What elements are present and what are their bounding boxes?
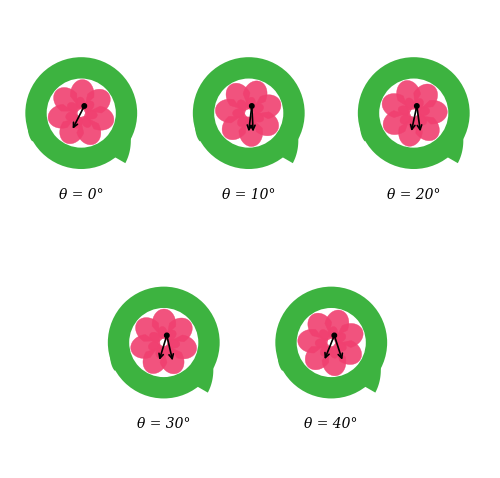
Polygon shape [60,116,91,144]
Circle shape [26,57,137,169]
Polygon shape [239,112,264,146]
Polygon shape [398,114,426,146]
Polygon shape [298,329,331,356]
Polygon shape [222,116,256,140]
Polygon shape [158,318,192,342]
Polygon shape [136,317,160,350]
Polygon shape [308,313,332,348]
Circle shape [82,104,86,108]
Circle shape [296,308,366,377]
Polygon shape [195,85,298,163]
Polygon shape [246,95,281,119]
Circle shape [214,78,284,148]
Circle shape [250,104,254,108]
Circle shape [379,78,448,148]
Polygon shape [150,309,176,343]
Polygon shape [143,345,174,374]
Polygon shape [322,341,346,376]
Circle shape [358,57,470,169]
Polygon shape [405,84,438,110]
Polygon shape [160,339,184,374]
Circle shape [108,287,220,399]
Circle shape [129,308,198,377]
Polygon shape [328,324,363,348]
Polygon shape [77,110,101,145]
Polygon shape [164,330,196,359]
Polygon shape [237,81,267,111]
Polygon shape [278,314,381,392]
Text: θ = 10°: θ = 10° [222,187,276,202]
Polygon shape [48,104,83,129]
Polygon shape [82,101,114,130]
Text: θ = 20°: θ = 20° [387,187,440,202]
Circle shape [276,287,387,399]
Polygon shape [110,314,214,392]
Polygon shape [382,94,412,124]
Polygon shape [360,85,464,163]
Text: θ = 40°: θ = 40° [304,417,358,431]
Polygon shape [416,107,440,141]
Polygon shape [54,87,78,120]
Circle shape [164,333,169,337]
Polygon shape [396,80,420,115]
Polygon shape [252,104,278,136]
Circle shape [414,104,419,108]
Circle shape [193,57,304,169]
Polygon shape [320,310,349,341]
Circle shape [46,78,116,148]
Polygon shape [226,83,250,118]
Polygon shape [413,98,447,124]
Polygon shape [28,85,131,163]
Polygon shape [131,335,166,358]
Polygon shape [383,110,418,135]
Text: θ = 0°: θ = 0° [59,187,104,202]
Polygon shape [216,99,248,127]
Polygon shape [76,89,110,113]
Polygon shape [305,347,338,370]
Circle shape [332,333,336,337]
Polygon shape [334,333,361,365]
Text: θ = 30°: θ = 30° [137,417,190,431]
Polygon shape [68,80,94,113]
